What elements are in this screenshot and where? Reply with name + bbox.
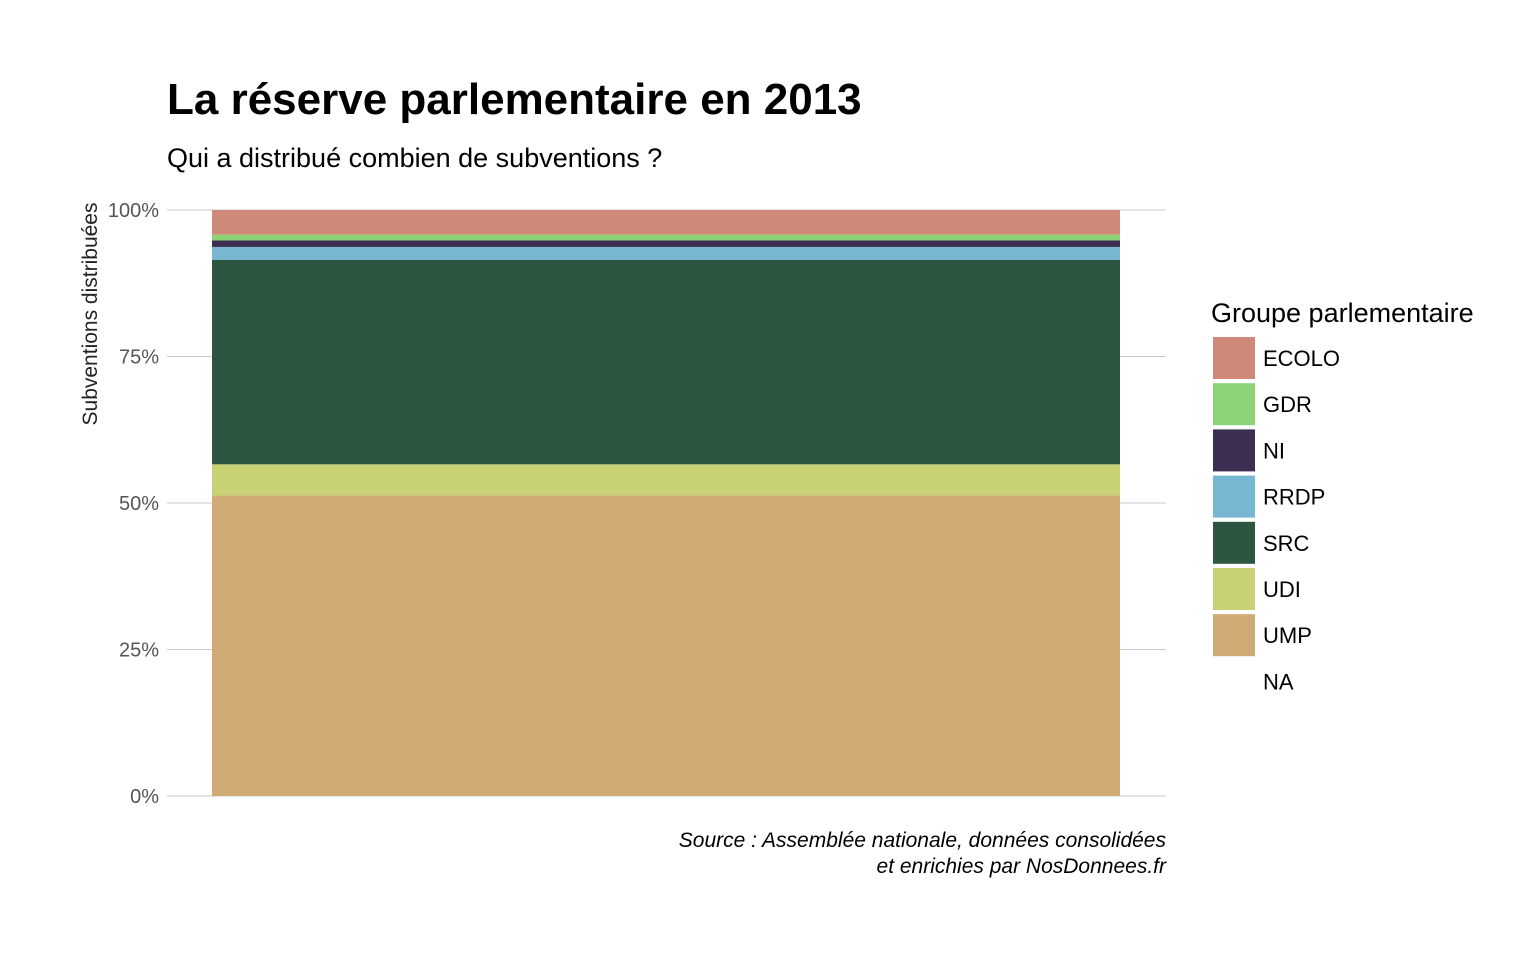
bar-segment-ump — [212, 495, 1120, 796]
legend-key-ump — [1213, 614, 1255, 657]
bar-segment-udi — [212, 464, 1120, 496]
legend-label-gdr: GDR — [1263, 392, 1312, 417]
legend-label-udi: UDI — [1263, 577, 1301, 602]
legend: ECOLO GDR NI RRDP SRC UDI UMP NA — [1213, 337, 1340, 694]
bar-segment-ni — [212, 240, 1120, 247]
chart-subtitle: Qui a distribué combien de subventions ? — [167, 143, 662, 173]
legend-label-na: NA — [1263, 669, 1294, 694]
y-tick-label: 25% — [119, 640, 159, 662]
y-tick-label: 0% — [130, 786, 159, 808]
caption-line-2: et enrichies par NosDonnees.fr — [877, 855, 1167, 878]
legend-key-rrdp — [1213, 475, 1255, 518]
bar-segment-gdr — [212, 234, 1120, 241]
legend-label-rrdp: RRDP — [1263, 485, 1325, 510]
legend-label-src: SRC — [1263, 531, 1310, 556]
legend-key-gdr — [1213, 383, 1255, 426]
legend-title: Groupe parlementaire — [1211, 298, 1474, 328]
y-axis-label: Subventions distribuées — [79, 203, 102, 426]
legend-key-src — [1213, 521, 1255, 564]
bar-segment-src — [212, 259, 1120, 465]
y-axis-ticks: 0% 25% 50% 75% 100% — [108, 200, 159, 808]
y-tick-label: 50% — [119, 493, 159, 515]
legend-key-ni — [1213, 429, 1255, 472]
legend-label-ni: NI — [1263, 438, 1285, 463]
legend-label-ump: UMP — [1263, 623, 1312, 648]
legend-key-udi — [1213, 568, 1255, 610]
bar-segment-ecolo — [212, 210, 1120, 235]
legend-label-ecolo: ECOLO — [1263, 346, 1340, 371]
bar-segment-rrdp — [212, 246, 1120, 260]
y-tick-label: 100% — [108, 200, 159, 222]
legend-key-ecolo — [1213, 337, 1255, 379]
bar-stack — [212, 210, 1120, 796]
caption-line-1: Source : Assemblée nationale, données co… — [679, 829, 1167, 852]
chart-title: La réserve parlementaire en 2013 — [167, 75, 862, 124]
y-tick-label: 75% — [119, 347, 159, 369]
